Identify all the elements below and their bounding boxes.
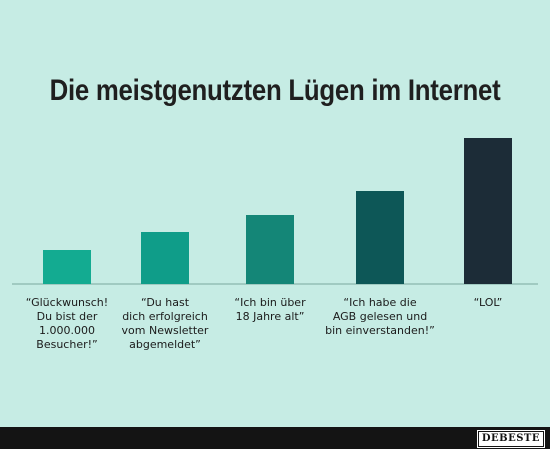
- category-label-1: “Glückwunsch! Du bist der 1.000.000 Besu…: [25, 296, 109, 351]
- bar-5: [464, 138, 512, 284]
- bar-3: [246, 215, 294, 284]
- chart-title: Die meistgenutzten Lügen im Internet: [49, 74, 501, 107]
- category-label-5: “LOL”: [473, 296, 503, 309]
- category-label-3: “Ich bin über 18 Jahre alt”: [234, 296, 306, 323]
- bar-1: [43, 250, 91, 284]
- category-label-2: “Du hast dich erfolgreich vom Newsletter…: [121, 296, 209, 351]
- footer-bar: DEBESTE: [0, 427, 550, 449]
- watermark-logo: DEBESTE: [476, 430, 546, 448]
- bar-4: [356, 191, 404, 284]
- bar-2: [141, 232, 189, 284]
- category-label-4: “Ich habe die AGB gelesen und bin einver…: [325, 296, 435, 337]
